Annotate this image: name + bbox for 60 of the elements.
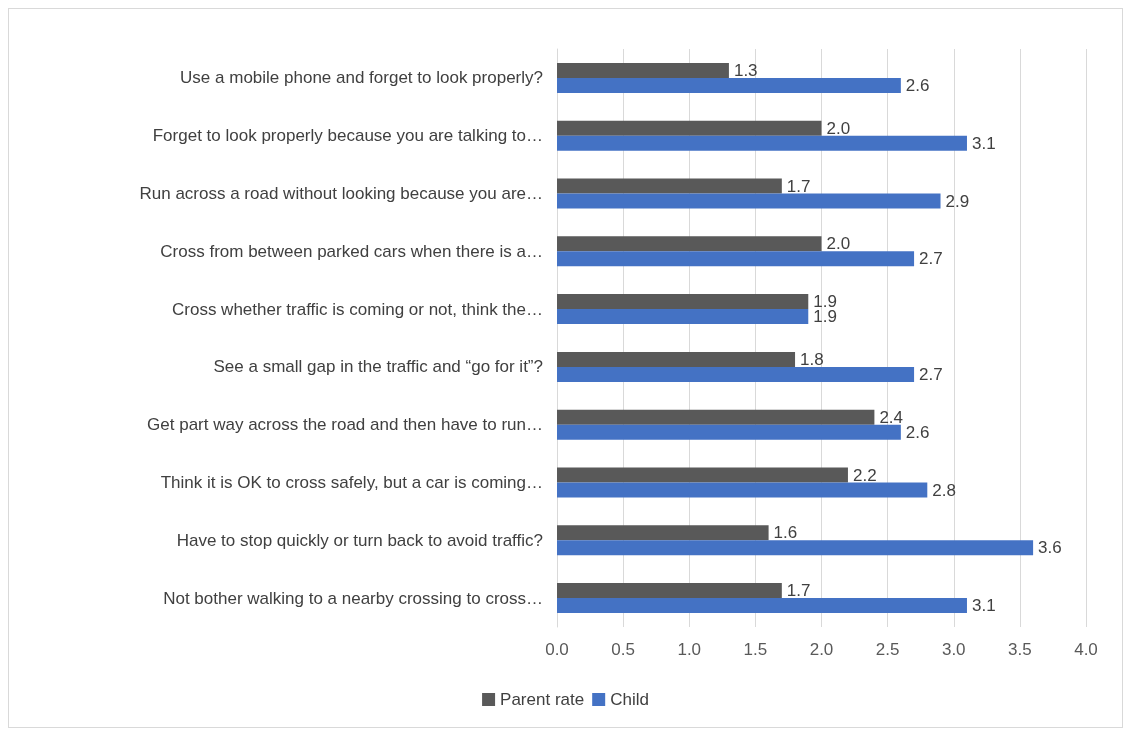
data-label: 3.1 <box>971 596 996 616</box>
bar <box>557 120 822 136</box>
bar <box>557 193 941 209</box>
data-label: 2.4 <box>879 407 904 427</box>
y-tick-label: Get part way across the road and then have to run… <box>147 415 543 435</box>
data-label: 3.1 <box>971 133 996 153</box>
x-tick-label: 1.0 <box>677 640 702 659</box>
data-label: 2.8 <box>932 480 956 500</box>
bar <box>557 236 822 252</box>
bar <box>557 309 809 325</box>
y-tick-label: Run across a road without looking because you are… <box>139 184 543 203</box>
bar <box>557 366 915 382</box>
bar <box>557 525 769 541</box>
bar <box>557 351 796 367</box>
data-label: 2.6 <box>905 75 930 95</box>
bar <box>557 482 928 498</box>
data-label: 2.7 <box>919 364 943 384</box>
data-label: 1.6 <box>773 523 798 543</box>
x-tick-label: 0.0 <box>545 640 569 659</box>
legend-label: Child <box>610 690 649 709</box>
bar <box>557 424 901 440</box>
data-label: 1.7 <box>786 581 811 601</box>
x-tick-label: 3.0 <box>941 640 966 659</box>
bar <box>557 251 915 267</box>
data-label: 2.7 <box>919 249 943 269</box>
x-tick-label: 0.5 <box>611 640 635 659</box>
data-label: 2.6 <box>905 422 930 442</box>
data-label: 3.6 <box>1038 538 1062 558</box>
data-label: 1.8 <box>800 349 824 369</box>
x-tick-label: 2.5 <box>875 640 900 659</box>
bar <box>557 409 875 425</box>
bar <box>557 583 782 599</box>
bar <box>557 135 967 151</box>
y-tick-label: Not bother walking to a nearby crossing to cross… <box>163 588 543 608</box>
x-tick-label: 3.5 <box>1008 640 1032 659</box>
x-tick-label: 1.5 <box>743 640 768 659</box>
bar <box>557 598 967 614</box>
bar <box>557 62 729 78</box>
bar <box>557 294 809 310</box>
data-label: 1.9 <box>813 307 837 327</box>
data-label: 2.2 <box>852 465 877 485</box>
y-tick-label: Use a mobile phone and forget to look properly? <box>180 68 543 88</box>
bar <box>557 77 901 93</box>
data-label: 2.9 <box>945 191 970 211</box>
bar <box>557 540 1034 556</box>
data-label: 2.0 <box>826 234 851 254</box>
x-tick-label: 2.0 <box>809 640 834 659</box>
bar <box>557 467 848 483</box>
data-label: 1.3 <box>733 60 758 80</box>
legend-label: Parent rate <box>500 690 585 709</box>
y-tick-label: Forget to look properly because you are talking to… <box>152 126 543 146</box>
data-label: 2.0 <box>826 118 851 138</box>
x-tick-label: 4.0 <box>1074 640 1098 659</box>
y-tick-label: Think it is OK to cross safely, but a car is coming… <box>160 473 543 492</box>
y-tick-label: See a small gap in the traffic and “go for it”? <box>213 357 543 377</box>
bar <box>557 178 782 194</box>
y-tick-label: Cross whether traffic is coming or not, think the… <box>171 299 543 319</box>
y-tick-label: Have to stop quickly or turn back to avoid traffic? <box>176 530 543 550</box>
data-label: 1.7 <box>786 176 811 196</box>
y-tick-label: Cross from between parked cars when there is a… <box>160 241 543 261</box>
